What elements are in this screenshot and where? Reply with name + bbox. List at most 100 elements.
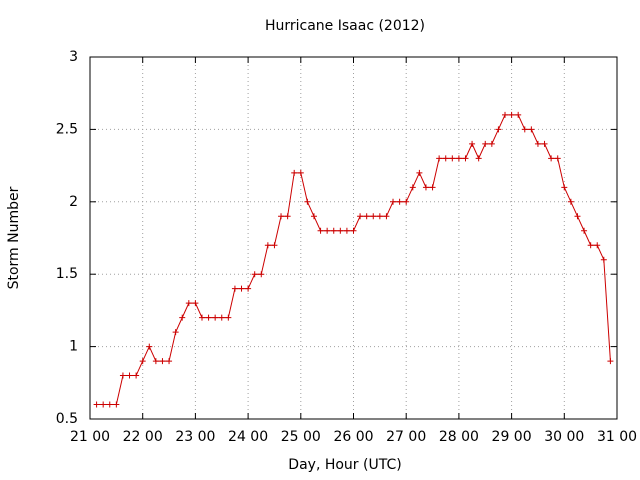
x-axis-label: Day, Hour (UTC) <box>288 457 401 473</box>
point-marker <box>607 358 614 365</box>
x-tick-label: 22 00 <box>123 429 163 445</box>
chart-title: Hurricane Isaac (2012) <box>265 18 425 34</box>
point-marker <box>205 314 212 321</box>
point-marker <box>146 343 153 350</box>
point-marker <box>363 213 370 220</box>
point-marker <box>469 140 476 147</box>
point-marker <box>238 285 245 292</box>
point-marker <box>271 242 278 249</box>
point-marker <box>416 169 423 176</box>
point-marker <box>231 285 238 292</box>
point-marker <box>185 300 192 307</box>
x-tick-label: 25 00 <box>281 429 321 445</box>
y-tick-label: 0.5 <box>56 411 78 427</box>
point-marker <box>93 401 100 408</box>
point-marker <box>521 126 528 133</box>
point-marker <box>291 169 298 176</box>
point-marker <box>126 372 133 379</box>
point-marker <box>179 314 186 321</box>
x-tick-label: 28 00 <box>439 429 479 445</box>
x-tick-label: 29 00 <box>492 429 532 445</box>
point-marker <box>581 227 588 234</box>
point-marker <box>159 358 166 365</box>
point-marker <box>515 111 522 118</box>
point-marker <box>396 198 403 205</box>
point-marker <box>304 198 311 205</box>
point-marker <box>422 184 429 191</box>
point-marker <box>106 401 113 408</box>
point-marker <box>330 227 337 234</box>
point-marker <box>600 256 607 263</box>
x-tick-label: 26 00 <box>333 429 373 445</box>
point-marker <box>587 242 594 249</box>
y-tick-label: 2 <box>69 194 78 210</box>
point-marker <box>251 271 258 278</box>
point-marker <box>133 372 140 379</box>
point-marker <box>376 213 383 220</box>
point-marker <box>343 227 350 234</box>
point-marker <box>324 227 331 234</box>
x-tick-label: 27 00 <box>386 429 426 445</box>
y-tick-label: 1.5 <box>56 266 78 282</box>
x-tick-label: 30 00 <box>544 429 584 445</box>
point-marker <box>482 140 489 147</box>
point-marker <box>310 213 317 220</box>
point-marker <box>317 227 324 234</box>
point-marker <box>574 213 581 220</box>
point-marker <box>409 184 416 191</box>
y-tick-label: 3 <box>69 49 78 65</box>
point-marker <box>166 358 173 365</box>
point-marker <box>488 140 495 147</box>
point-marker <box>403 198 410 205</box>
plot-border <box>89 56 618 420</box>
point-marker <box>218 314 225 321</box>
point-marker <box>284 213 291 220</box>
x-tick-label: 24 00 <box>228 429 268 445</box>
point-marker <box>390 198 397 205</box>
point-marker <box>264 242 271 249</box>
point-marker <box>225 314 232 321</box>
point-marker <box>462 155 469 162</box>
point-marker <box>383 213 390 220</box>
point-marker <box>554 155 561 162</box>
y-tick-label: 2.5 <box>56 121 78 137</box>
point-marker <box>152 358 159 365</box>
point-marker <box>100 401 107 408</box>
point-marker <box>357 213 364 220</box>
x-tick-label: 21 00 <box>70 429 110 445</box>
point-marker <box>534 140 541 147</box>
point-marker <box>528 126 535 133</box>
x-tick-label: 23 00 <box>175 429 215 445</box>
point-marker <box>245 285 252 292</box>
point-marker <box>548 155 555 162</box>
y-tick-label: 1 <box>69 339 78 355</box>
point-marker <box>297 169 304 176</box>
point-marker <box>561 184 568 191</box>
point-marker <box>212 314 219 321</box>
point-marker <box>442 155 449 162</box>
point-marker <box>258 271 265 278</box>
point-marker <box>370 213 377 220</box>
point-marker <box>139 358 146 365</box>
point-marker <box>172 329 179 336</box>
point-marker <box>449 155 456 162</box>
point-marker <box>594 242 601 249</box>
y-axis-label: Storm Number <box>6 186 22 289</box>
point-marker <box>475 155 482 162</box>
point-marker <box>278 213 285 220</box>
point-marker <box>508 111 515 118</box>
x-tick-label: 31 00 <box>597 429 637 445</box>
point-marker <box>541 140 548 147</box>
point-marker <box>495 126 502 133</box>
point-marker <box>113 401 120 408</box>
point-marker <box>455 155 462 162</box>
point-marker <box>119 372 126 379</box>
point-marker <box>429 184 436 191</box>
point-marker <box>337 227 344 234</box>
point-marker <box>502 111 509 118</box>
point-marker <box>198 314 205 321</box>
point-marker <box>567 198 574 205</box>
point-marker <box>192 300 199 307</box>
point-marker <box>436 155 443 162</box>
